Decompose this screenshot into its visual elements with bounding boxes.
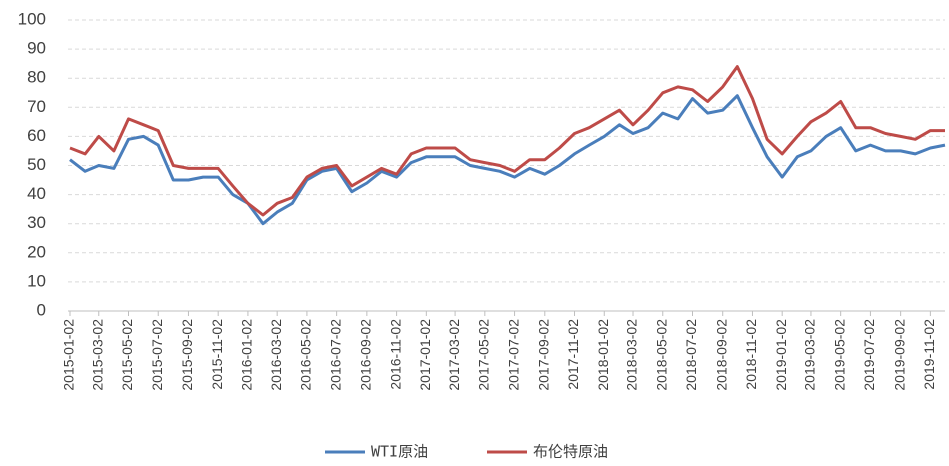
x-tick-label: 2016-11-02 xyxy=(387,319,403,390)
x-tick-label: 2019-11-02 xyxy=(921,319,937,390)
y-tick-label: 10 xyxy=(27,271,46,290)
x-tick-label: 2016-01-02 xyxy=(239,319,255,391)
x-tick-label: 2015-03-02 xyxy=(89,319,105,391)
x-tick-label: 2015-01-02 xyxy=(61,319,77,391)
x-tick-label: 2019-03-02 xyxy=(802,319,818,391)
y-tick-label: 70 xyxy=(27,97,46,116)
y-tick-label: 20 xyxy=(27,242,46,261)
x-tick-label: 2017-03-02 xyxy=(446,319,462,391)
y-tick-label: 50 xyxy=(27,155,46,174)
x-tick-label: 2016-07-02 xyxy=(327,319,343,391)
x-tick-label: 2018-07-02 xyxy=(683,319,699,391)
x-tick-label: 2016-03-02 xyxy=(268,319,284,391)
x-tick-label: 2017-11-02 xyxy=(565,319,581,390)
legend-label: WTI原油 xyxy=(371,443,428,461)
y-tick-label: 60 xyxy=(27,126,46,145)
x-tick-label: 2015-11-02 xyxy=(209,319,225,390)
x-tick-label: 2019-05-02 xyxy=(831,319,847,391)
x-tick-label: 2017-09-02 xyxy=(535,319,551,391)
series-line xyxy=(69,65,945,217)
x-tick-label: 2019-09-02 xyxy=(891,319,907,391)
x-tick-label: 2018-01-02 xyxy=(595,319,611,391)
y-tick-label: 0 xyxy=(37,300,46,319)
x-tick-label: 2017-05-02 xyxy=(476,319,492,391)
x-tick-label: 2018-11-02 xyxy=(743,319,759,390)
x-tick-label: 2015-09-02 xyxy=(179,319,195,391)
x-tick-label: 2015-05-02 xyxy=(119,319,135,391)
x-tick-label: 2016-09-02 xyxy=(358,319,374,391)
series-line xyxy=(69,94,946,226)
x-tick-label: 2018-05-02 xyxy=(653,319,669,391)
x-tick-label: 2017-07-02 xyxy=(505,319,521,391)
x-tick-label: 2018-09-02 xyxy=(713,319,729,391)
y-tick-label: 100 xyxy=(18,9,46,28)
x-tick-label: 2017-01-02 xyxy=(417,319,433,391)
legend-label: 布伦特原油 xyxy=(533,443,608,461)
y-tick-label: 40 xyxy=(27,184,46,203)
x-tick-label: 2019-01-02 xyxy=(773,319,789,391)
y-tick-label: 90 xyxy=(27,39,46,58)
y-tick-label: 30 xyxy=(27,213,46,232)
x-tick-label: 2015-07-02 xyxy=(149,319,165,391)
y-tick-label: 80 xyxy=(27,68,46,87)
x-tick-label: 2016-05-02 xyxy=(298,319,314,391)
x-tick-label: 2019-07-02 xyxy=(861,319,877,391)
x-tick-label: 2018-03-02 xyxy=(624,319,640,391)
